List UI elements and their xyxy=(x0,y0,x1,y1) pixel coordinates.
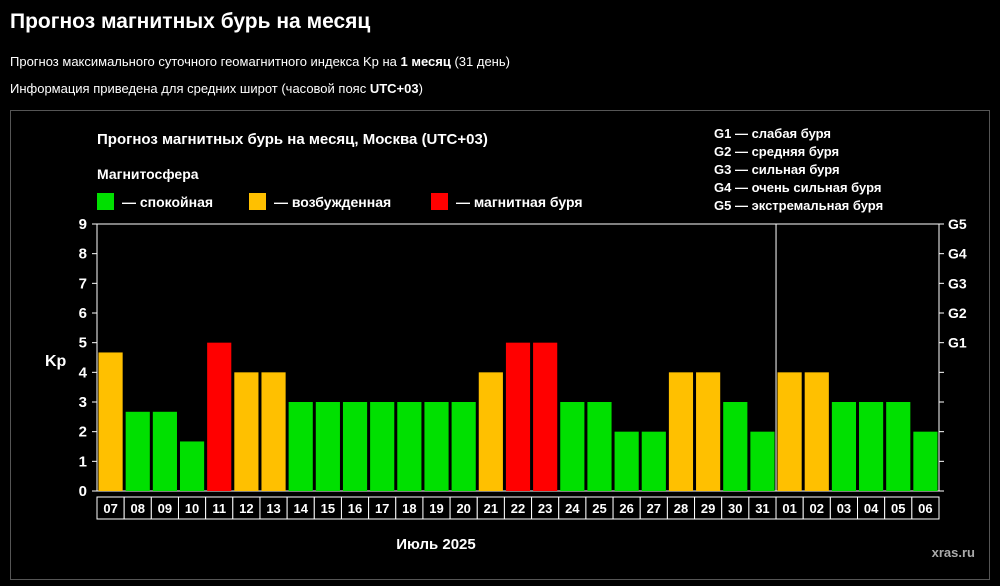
g-level-label: G5 xyxy=(948,216,967,232)
x-tick-label: 11 xyxy=(212,501,226,516)
x-tick-label: 21 xyxy=(484,501,498,516)
x-tick-label: 15 xyxy=(321,501,335,516)
kp-bar xyxy=(560,402,585,491)
x-tick-label: 10 xyxy=(185,501,199,516)
x-tick-label: 04 xyxy=(864,501,879,516)
x-tick-box xyxy=(911,496,940,520)
kp-bar xyxy=(342,402,368,491)
kp-bar xyxy=(668,372,694,491)
x-tick-label: 03 xyxy=(837,501,851,516)
legend-label: — магнитная буря xyxy=(456,194,583,210)
y-tick-label: 2 xyxy=(79,424,87,441)
x-tick-label: 16 xyxy=(348,501,362,516)
x-tick-label: 29 xyxy=(701,501,715,516)
kp-bar xyxy=(261,372,286,491)
y-axis-label: Kp xyxy=(45,353,67,370)
kp-bar xyxy=(179,441,205,491)
watermark: xras.ru xyxy=(932,545,975,560)
chart-panel: Прогноз магнитных бурь на месяц, Москва … xyxy=(10,110,990,580)
kp-bar xyxy=(288,402,313,491)
y-tick-label: 9 xyxy=(79,216,87,233)
kp-bar xyxy=(614,431,639,491)
x-tick-label: 30 xyxy=(728,501,742,516)
x-tick-label: 12 xyxy=(239,501,253,516)
kp-bar xyxy=(859,402,884,491)
kp-bar xyxy=(370,402,395,491)
kp-bar xyxy=(451,402,476,491)
g-legend-item: G3 — сильная буря xyxy=(714,162,840,177)
forecast-description: Прогноз максимального суточного геомагни… xyxy=(10,54,510,69)
x-tick-label: 23 xyxy=(538,501,552,516)
kp-bar xyxy=(505,342,531,491)
x-tick-label: 14 xyxy=(293,501,308,516)
g-level-label: G1 xyxy=(948,335,967,351)
page-title: Прогноз магнитных бурь на месяц xyxy=(10,10,371,33)
x-axis-label: Июль 2025 xyxy=(396,536,476,553)
legend-heading: Магнитосфера xyxy=(97,166,199,182)
x-tick-label: 28 xyxy=(674,501,688,516)
kp-bar xyxy=(777,372,802,491)
x-tick-label: 09 xyxy=(158,501,172,516)
x-tick-label: 01 xyxy=(782,501,796,516)
kp-bar xyxy=(397,402,422,491)
g-legend-item: G4 — очень сильная буря xyxy=(714,180,881,195)
kp-bar xyxy=(913,431,938,491)
g-level-label: G2 xyxy=(948,305,967,321)
y-tick-label: 7 xyxy=(79,275,87,292)
kp-bar xyxy=(641,431,666,491)
kp-bar xyxy=(125,411,150,491)
x-tick-label: 25 xyxy=(592,501,606,516)
x-tick-label: 08 xyxy=(131,501,145,516)
x-tick-label: 02 xyxy=(810,501,824,516)
x-tick-label: 20 xyxy=(456,501,470,516)
g-legend-item: G5 — экстремальная буря xyxy=(714,198,883,213)
legend-label: — возбужденная xyxy=(274,194,391,210)
y-tick-label: 5 xyxy=(79,335,87,352)
x-tick-label: 26 xyxy=(619,501,633,516)
kp-forecast-chart: Прогноз магнитных бурь на месяц, Москва … xyxy=(45,126,975,560)
x-tick-label: 24 xyxy=(565,501,580,516)
kp-bar xyxy=(478,372,503,491)
kp-bar xyxy=(696,372,721,491)
y-tick-label: 4 xyxy=(79,364,88,381)
legend-swatch xyxy=(249,193,266,210)
legend-swatch xyxy=(431,193,448,210)
x-tick-label: 19 xyxy=(429,501,443,516)
g-legend-item: G2 — средняя буря xyxy=(714,144,839,159)
x-tick-label: 17 xyxy=(375,501,389,516)
kp-bar xyxy=(152,411,177,491)
kp-bar xyxy=(207,342,232,491)
chart-title: Прогноз магнитных бурь на месяц, Москва … xyxy=(97,131,488,148)
g-legend-item: G1 — слабая буря xyxy=(714,126,831,141)
kp-bar xyxy=(804,372,829,491)
x-tick-label: 07 xyxy=(103,501,117,516)
kp-bar xyxy=(886,402,911,491)
y-tick-label: 0 xyxy=(79,483,87,500)
x-tick-label: 18 xyxy=(402,501,416,516)
g-level-label: G4 xyxy=(948,246,967,262)
y-tick-label: 3 xyxy=(79,394,87,411)
legend-swatch xyxy=(97,193,114,210)
kp-bar xyxy=(723,402,748,491)
kp-bar xyxy=(587,402,612,491)
kp-bar xyxy=(234,372,259,491)
kp-bar xyxy=(831,402,857,491)
g-level-label: G3 xyxy=(948,275,967,291)
x-tick-label: 06 xyxy=(918,501,932,516)
kp-bar xyxy=(315,402,340,491)
x-tick-label: 27 xyxy=(647,501,661,516)
x-tick-label: 13 xyxy=(266,501,280,516)
x-tick-label: 31 xyxy=(755,501,769,516)
y-tick-label: 8 xyxy=(79,246,87,263)
kp-bar xyxy=(424,402,449,491)
kp-bar xyxy=(533,342,558,491)
y-tick-label: 6 xyxy=(79,305,87,322)
x-tick-label: 05 xyxy=(891,501,905,516)
kp-bar xyxy=(750,431,775,491)
legend-label: — спокойная xyxy=(122,194,213,210)
timezone-note: Информация приведена для средних широт (… xyxy=(10,81,423,96)
x-tick-label: 22 xyxy=(511,501,525,516)
kp-bar xyxy=(98,352,123,491)
y-tick-label: 1 xyxy=(79,453,87,470)
